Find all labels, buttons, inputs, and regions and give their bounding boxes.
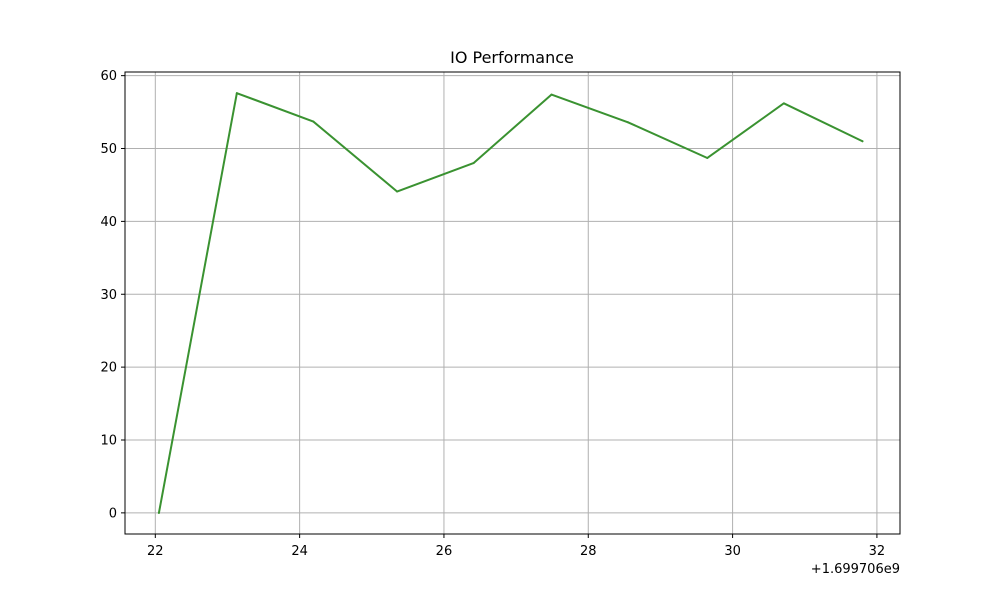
y-tick-label: 40 xyxy=(100,215,117,230)
plot-frame xyxy=(124,71,901,535)
y-tick-label: 60 xyxy=(100,69,117,84)
x-axis: 22 24 26 28 30 32 xyxy=(147,534,885,559)
x-axis-offset-label: +1.699706e9 xyxy=(811,562,900,577)
data-point xyxy=(235,92,238,95)
y-tick-label: 0 xyxy=(109,506,117,521)
data-point xyxy=(706,156,709,159)
y-tick-label: 20 xyxy=(100,361,117,376)
series-line-0 xyxy=(157,92,864,514)
data-point xyxy=(312,120,315,123)
x-tick-label: 30 xyxy=(724,544,741,559)
data-point xyxy=(550,93,553,96)
data-point xyxy=(782,102,785,105)
x-tick-label: 28 xyxy=(580,544,597,559)
y-tick-label: 50 xyxy=(100,142,117,157)
y-axis: 0 10 20 30 40 50 60 xyxy=(100,69,125,521)
y-tick-label: 10 xyxy=(100,433,117,448)
y-tick-label: 30 xyxy=(100,288,117,303)
series-group xyxy=(157,92,864,514)
data-point xyxy=(626,121,629,124)
x-tick-label: 26 xyxy=(436,544,453,559)
chart-title: IO Performance xyxy=(450,48,574,67)
data-point xyxy=(396,190,399,193)
data-point xyxy=(472,162,475,165)
x-tick-label: 24 xyxy=(291,544,308,559)
data-point xyxy=(861,140,864,143)
x-tick-label: 22 xyxy=(147,544,164,559)
grid xyxy=(125,72,900,534)
x-tick-label: 32 xyxy=(869,544,886,559)
data-point xyxy=(157,511,160,514)
